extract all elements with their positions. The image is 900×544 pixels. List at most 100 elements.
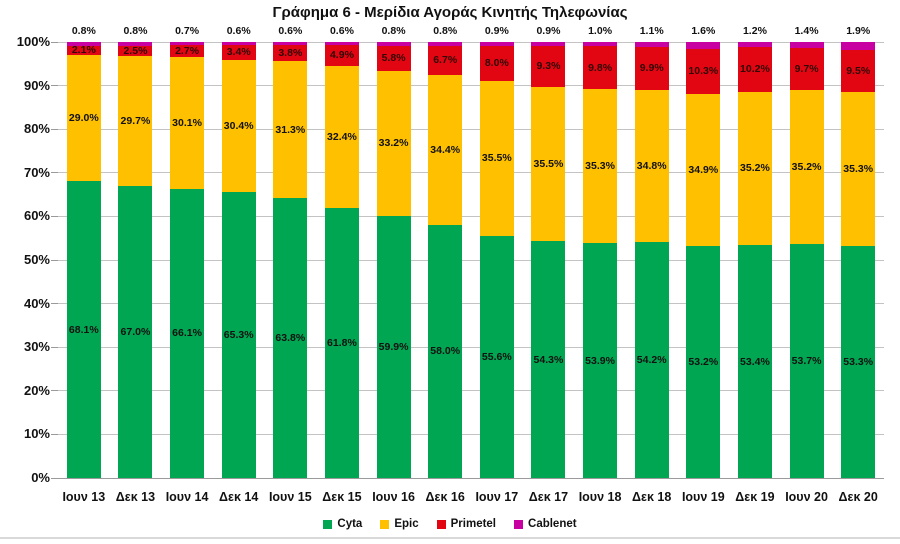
bar-segment-cablenet: [66, 42, 101, 46]
bar-value-label-cyta: 53.4%: [740, 355, 770, 368]
bar-value-label-primetel: 5.8%: [381, 52, 406, 65]
bar-segment-epic: 35.3%: [841, 91, 876, 246]
bar-value-label-cablenet: 1.1%: [639, 25, 664, 37]
bar-segment-epic: 34.9%: [686, 93, 721, 247]
bar-value-label-cyta: 66.1%: [172, 327, 202, 340]
bar-segment-primetel: 6.7%: [428, 45, 463, 75]
y-tick-mark: [51, 346, 58, 348]
bar-value-label-epic: 34.8%: [636, 159, 667, 172]
legend-swatch-cablenet: [514, 519, 524, 529]
legend-label-cyta: Cyta: [337, 518, 363, 530]
bar-segment-epic: 35.2%: [789, 90, 824, 244]
bar-segment-primetel: 10.3%: [686, 49, 721, 94]
bar-value-label-cyta: 55.6%: [481, 350, 512, 363]
bar-value-label-epic: 33.2%: [378, 137, 409, 150]
bar-segment-cablenet: [634, 42, 669, 47]
bar-value-label-primetel: 9.8%: [588, 61, 613, 74]
bar-segment-cyta: 53.7%: [789, 243, 824, 478]
bar-segment-cyta: 67.0%: [118, 185, 153, 478]
bar-stack: 9.9% 34.8% 54.2%: [634, 42, 669, 478]
bar-stack: 9.5% 35.3% 53.3%: [841, 42, 876, 478]
bar-value-label-cyta: 53.9%: [585, 354, 615, 367]
y-tick-mark: [51, 390, 58, 392]
bar-stack: 9.7% 35.2% 53.7%: [789, 42, 824, 478]
bar-segment-cyta: 53.3%: [841, 245, 876, 478]
bar-segment-primetel: 4.9%: [324, 44, 359, 67]
bottom-divider: [0, 537, 900, 539]
bar-value-label-primetel: 2.5%: [123, 44, 148, 57]
bar-value-label-cyta: 67.0%: [120, 325, 151, 338]
y-tick-mark: [51, 477, 58, 479]
bar-value-label-cyta: 54.2%: [636, 353, 667, 366]
legend-item-primetel: Primetel: [436, 518, 497, 530]
legend-swatch-primetel: [436, 519, 446, 529]
y-tick-label-70: 70%: [23, 164, 50, 180]
bar-segment-cablenet: [583, 42, 618, 47]
y-tick-mark: [51, 259, 58, 261]
x-axis-label-8: Δεκ 16: [425, 490, 465, 504]
y-tick-mark: [51, 85, 58, 87]
bar-value-label-cyta: 58.0%: [430, 345, 461, 358]
y-tick-label-80: 80%: [23, 121, 50, 137]
bar-segment-epic: 30.1%: [170, 56, 205, 189]
gridline-20: [58, 390, 884, 392]
y-tick-label-100: 100%: [16, 34, 50, 49]
legend-item-cyta: Cyta: [323, 518, 362, 530]
bar-value-label-cablenet: 0.7%: [175, 25, 200, 37]
bar-value-label-primetel: 9.5%: [846, 65, 871, 78]
bar-unit-14: 1.2% Δεκ 19 10.2% 35.2% 53.4%: [729, 25, 781, 504]
bar-value-label-epic: 35.3%: [843, 162, 874, 175]
gridline-10: [58, 433, 884, 435]
bar-segment-cablenet: [118, 42, 153, 46]
bar-segment-primetel: 10.2%: [737, 47, 772, 92]
bar-segment-epic: 30.4%: [221, 59, 256, 193]
legend-label-primetel: Primetel: [450, 518, 497, 530]
bar-value-label-primetel: 9.3%: [536, 60, 561, 73]
bar-value-label-cablenet: 0.9%: [484, 25, 509, 37]
bar-value-label-primetel: 4.9%: [329, 49, 354, 62]
bar-value-label-primetel: 9.7%: [794, 63, 819, 76]
bar-value-label-primetel: 3.8%: [278, 46, 303, 59]
x-axis-label-10: Δεκ 17: [528, 490, 569, 504]
x-axis-label-9: Ιουν 17: [475, 490, 519, 504]
bar-value-label-cablenet: 0.8%: [71, 25, 96, 37]
gridline-100: [58, 41, 884, 43]
bar-value-label-cyta: 63.8%: [275, 332, 306, 345]
x-axis-label-14: Δεκ 19: [735, 490, 775, 504]
y-tick-mark: [51, 215, 58, 217]
x-axis-label-4: Δεκ 14: [219, 490, 259, 504]
bar-unit-7: 0.8% Ιουν 16 5.8% 33.2% 59.9%: [368, 25, 420, 504]
gridline-60: [58, 215, 884, 217]
bar-value-label-primetel: 8.0%: [484, 57, 509, 70]
bar-segment-cyta: 58.0%: [428, 224, 463, 478]
legend-swatch-epic: [380, 519, 390, 529]
bar-unit-6: 0.6% Δεκ 15 4.9% 32.4% 61.8%: [316, 25, 368, 504]
bar-segment-primetel: 8.0%: [479, 45, 514, 81]
bar-value-label-primetel: 2.7%: [175, 45, 200, 57]
bar-value-label-epic: 29.7%: [120, 115, 151, 128]
bar-segment-cyta: 54.2%: [634, 241, 669, 478]
bar-segment-cyta: 66.1%: [170, 188, 205, 478]
bar-stack: 9.3% 35.5% 54.3%: [531, 42, 566, 478]
bar-segment-cablenet: [841, 42, 876, 51]
bar-value-label-primetel: 6.7%: [433, 54, 458, 67]
bar-segment-primetel: 9.8%: [583, 46, 618, 90]
bar-stack: 9.8% 35.3% 53.9%: [583, 42, 618, 478]
bar-value-label-primetel: 10.2%: [740, 63, 770, 76]
y-tick-mark: [51, 303, 58, 305]
bar-segment-cyta: 54.3%: [531, 241, 566, 478]
x-axis-label-2: Δεκ 13: [115, 490, 156, 504]
bar-segment-cyta: 55.6%: [479, 235, 514, 478]
bar-stack: 8.0% 35.5% 55.6%: [479, 42, 514, 478]
bar-segment-primetel: 3.4%: [221, 44, 256, 60]
bar-segment-epic: 35.2%: [737, 91, 772, 246]
bar-value-label-cyta: 53.3%: [843, 355, 874, 368]
bar-value-label-epic: 35.3%: [585, 160, 615, 173]
gridline-0: [58, 477, 884, 479]
chart-title: Γράφημα 6 - Μερίδια Αγοράς Κινητής Τηλεφ…: [272, 4, 628, 21]
x-axis-label-7: Ιουν 16: [372, 490, 415, 504]
y-tick-label-0: 0%: [31, 470, 50, 485]
bar-unit-9: 0.9% Ιουν 17 8.0% 35.5% 55.6%: [471, 25, 523, 504]
bar-stack: 10.2% 35.2% 53.4%: [737, 42, 772, 478]
